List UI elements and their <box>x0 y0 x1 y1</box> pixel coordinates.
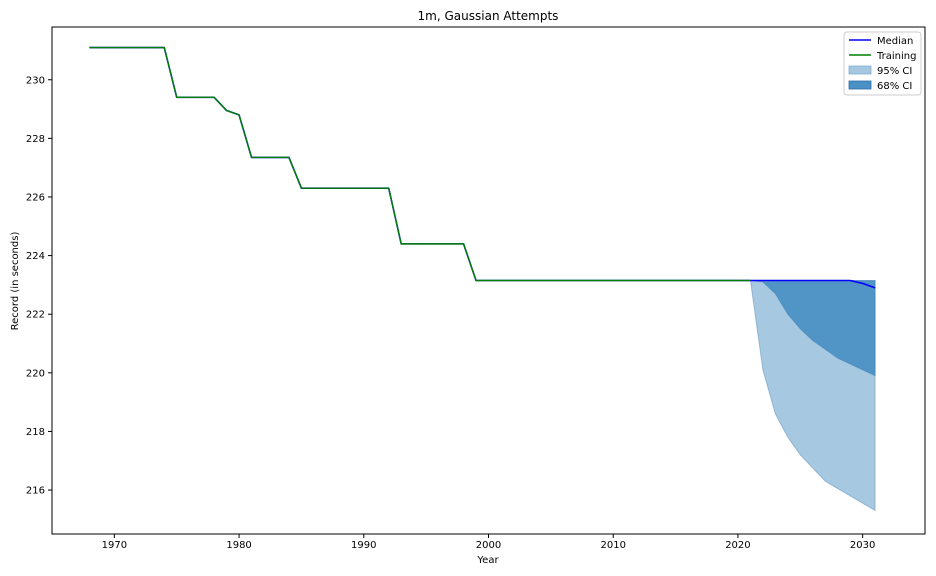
legend-median-label: Median <box>877 36 913 47</box>
plot-area <box>89 46 876 512</box>
y-tick-label: 228 <box>26 134 45 145</box>
y-tick-label: 216 <box>26 486 45 497</box>
legend: Median Training 95% CI 68% CI <box>843 31 922 96</box>
y-tick-label: 230 <box>26 75 45 86</box>
legend-ci68-label: 68% CI <box>877 81 912 92</box>
axis-ticks: 1970 1980 1990 2000 2010 2020 2030 216 218 220 222… <box>26 75 875 551</box>
legend-ci95-swatch <box>848 65 872 75</box>
x-tick-label: 2010 <box>600 540 625 551</box>
x-axis-label: Year <box>476 555 499 566</box>
legend-ci95-label: 95% CI <box>877 66 912 77</box>
y-tick-label: 224 <box>26 251 45 262</box>
x-tick-label: 2000 <box>476 540 501 551</box>
plot-frame <box>51 26 926 535</box>
x-tick-label: 2020 <box>725 540 750 551</box>
training-line <box>89 46 751 282</box>
y-tick-label: 220 <box>26 368 45 379</box>
legend-ci68-swatch <box>848 80 872 90</box>
x-tick-label: 2030 <box>850 540 875 551</box>
chart-title: 1m, Gaussian Attempts <box>418 9 559 23</box>
y-axis-label: Record (in seconds) <box>10 232 21 331</box>
legend-training-label: Training <box>876 51 916 62</box>
y-tick-label: 218 <box>26 427 45 438</box>
x-tick-label: 1970 <box>102 540 127 551</box>
x-tick-label: 1980 <box>226 540 251 551</box>
y-tick-label: 226 <box>26 192 45 203</box>
legend-box <box>843 31 922 96</box>
x-tick-label: 1990 <box>351 540 376 551</box>
y-tick-label: 222 <box>26 310 45 321</box>
